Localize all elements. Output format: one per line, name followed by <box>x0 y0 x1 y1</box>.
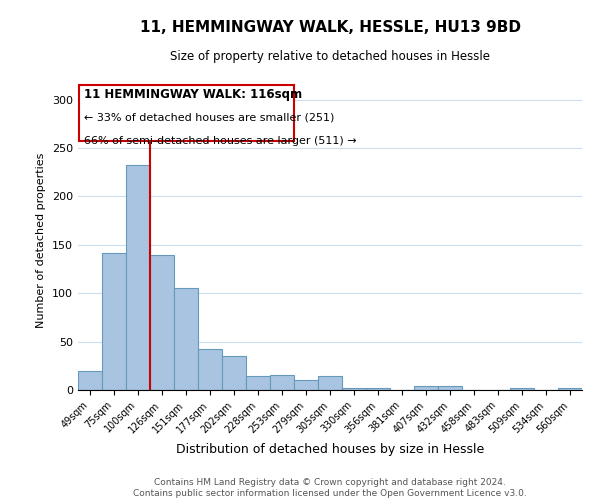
Bar <box>318 376 342 390</box>
Text: 11 HEMMINGWAY WALK: 116sqm: 11 HEMMINGWAY WALK: 116sqm <box>84 88 302 101</box>
Bar <box>342 388 366 390</box>
Bar <box>246 376 270 390</box>
Bar <box>174 288 198 390</box>
Bar <box>366 388 390 390</box>
Bar <box>222 356 246 390</box>
Bar <box>150 254 174 390</box>
Bar <box>510 388 534 390</box>
Bar <box>102 252 126 390</box>
Text: Contains HM Land Registry data © Crown copyright and database right 2024.
Contai: Contains HM Land Registry data © Crown c… <box>133 478 527 498</box>
Text: ← 33% of detached houses are smaller (251): ← 33% of detached houses are smaller (25… <box>84 112 335 122</box>
Bar <box>294 380 318 390</box>
Text: Size of property relative to detached houses in Hessle: Size of property relative to detached ho… <box>170 50 490 63</box>
Text: 11, HEMMINGWAY WALK, HESSLE, HU13 9BD: 11, HEMMINGWAY WALK, HESSLE, HU13 9BD <box>139 20 521 35</box>
Bar <box>558 388 582 390</box>
Bar <box>270 376 294 390</box>
Bar <box>198 350 222 390</box>
Bar <box>438 386 462 390</box>
FancyBboxPatch shape <box>79 85 294 141</box>
X-axis label: Distribution of detached houses by size in Hessle: Distribution of detached houses by size … <box>176 443 484 456</box>
Bar <box>78 370 102 390</box>
Y-axis label: Number of detached properties: Number of detached properties <box>37 152 46 328</box>
Bar <box>126 164 150 390</box>
Bar <box>414 386 438 390</box>
Text: 66% of semi-detached houses are larger (511) →: 66% of semi-detached houses are larger (… <box>84 136 357 146</box>
